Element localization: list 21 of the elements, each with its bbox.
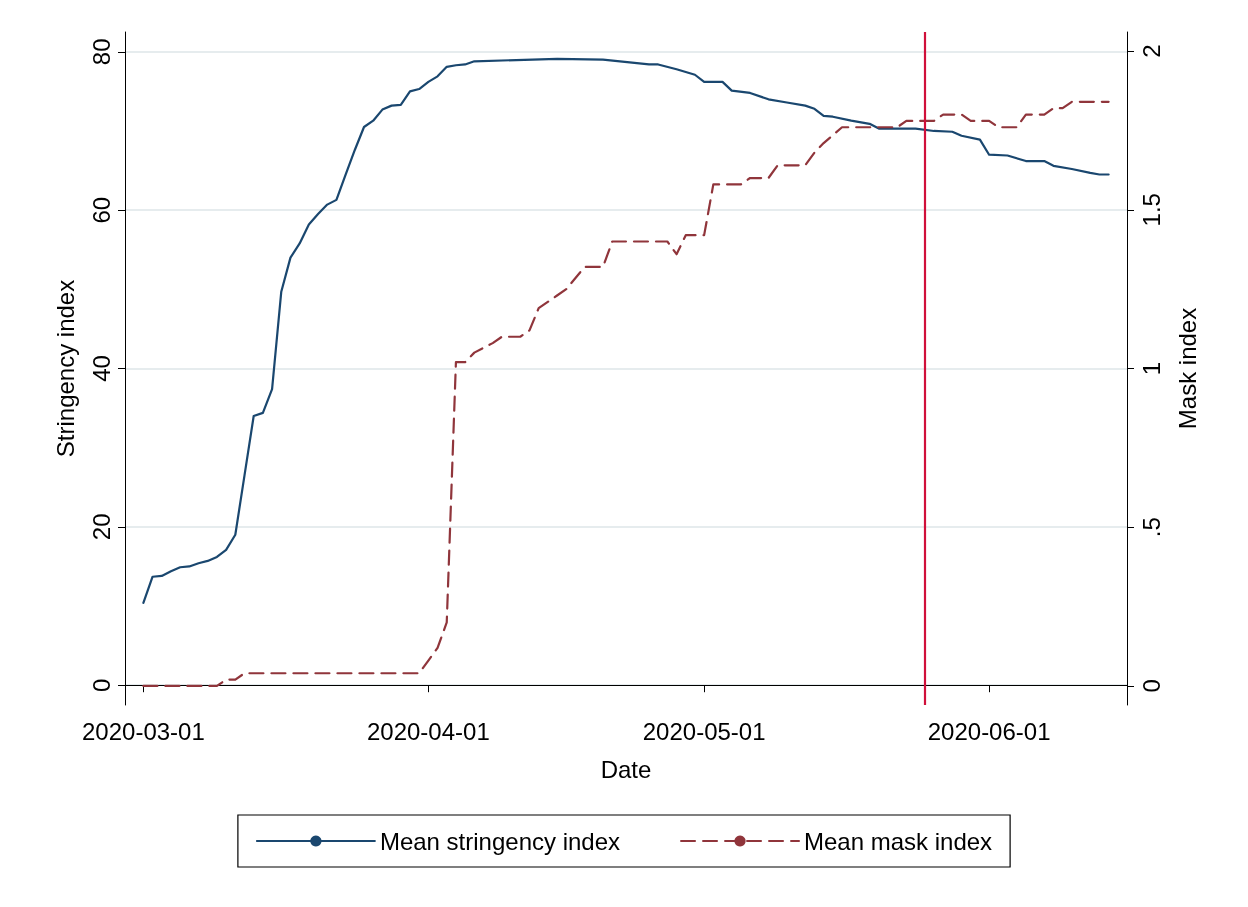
line-series [142,100,1110,688]
y-tick-label: 60 [87,196,115,224]
legend-label: Mean stringency index [379,827,621,855]
x-tick-label: 2020-05-01 [642,717,766,745]
y2-tick-label: .5 [1137,517,1165,538]
x-axis-title: Date [600,755,652,783]
y-axis-title: Stringency index [51,279,79,458]
y-tick-label: 20 [87,513,115,541]
y-tick-label: 80 [87,38,115,66]
y2-axis-title: Mask index [1173,307,1201,430]
line-series [142,57,1110,604]
y-tick-label: 0 [87,678,115,692]
y2-tick-label: 1 [1137,361,1165,376]
y2-tick-label: 2 [1137,44,1165,58]
legend-label: Mean mask index [804,827,993,855]
y2-tick-label: 1.5 [1137,193,1165,227]
y2-tick-label: 0 [1137,679,1165,693]
x-tick-label: 2020-03-01 [82,717,205,745]
x-tick-label: 2020-06-01 [927,717,1051,745]
x-tick-label: 2020-04-01 [366,717,490,745]
y-tick-label: 40 [87,355,115,382]
